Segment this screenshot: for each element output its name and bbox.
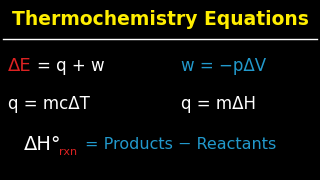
Text: Thermochemistry Equations: Thermochemistry Equations	[12, 10, 308, 29]
Text: ΔE: ΔE	[8, 57, 32, 75]
Text: = Products − Reactants: = Products − Reactants	[85, 137, 276, 152]
Text: rxn: rxn	[59, 147, 77, 157]
Text: q = mΔH: q = mΔH	[181, 95, 256, 113]
Text: w = −pΔV: w = −pΔV	[181, 57, 266, 75]
Text: q = mcΔT: q = mcΔT	[8, 95, 90, 113]
Text: = q + w: = q + w	[37, 57, 104, 75]
Text: ΔH°: ΔH°	[24, 135, 62, 154]
